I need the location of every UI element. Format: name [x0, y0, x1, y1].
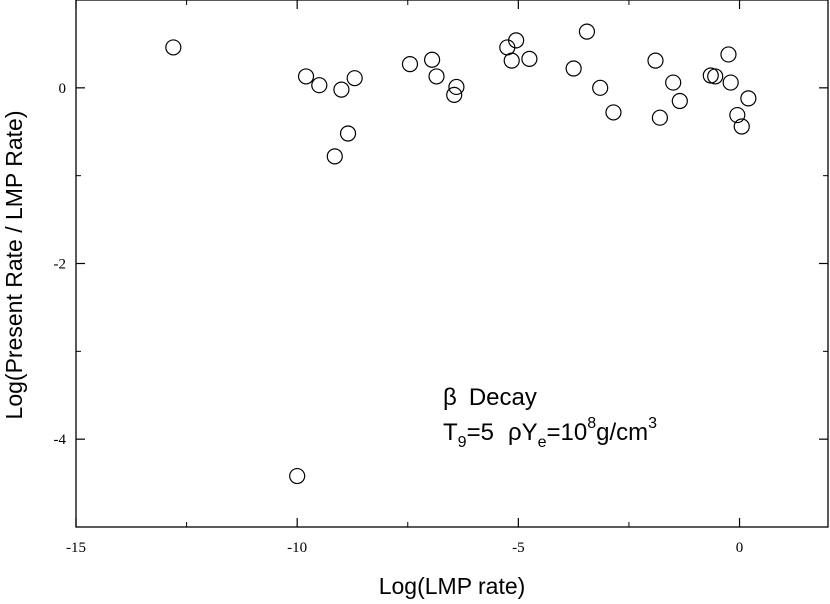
data-point — [578, 23, 596, 40]
data-point — [521, 50, 538, 67]
x-tick-label: -10 — [287, 540, 307, 556]
x-tick-label: -15 — [66, 540, 86, 556]
annotation-exp-8: 8 — [587, 415, 596, 432]
annotation-decay: Decay — [469, 384, 537, 411]
data-point — [565, 60, 582, 77]
data-point — [592, 79, 609, 96]
data-point — [401, 56, 419, 73]
annotation-T-val: =5 — [467, 419, 494, 446]
annotation: β Decay T9=5 ρYe=108g/cm3 — [443, 384, 657, 451]
data-point — [503, 52, 520, 69]
data-point — [740, 90, 757, 107]
data-point — [339, 125, 357, 142]
data-point — [423, 51, 441, 68]
annotation-Y: Y — [522, 419, 538, 446]
data-point — [508, 32, 525, 49]
data-point — [289, 467, 306, 485]
x-tick-label: -5 — [512, 540, 525, 556]
data-point — [665, 74, 682, 91]
annotation-rho: ρ — [508, 419, 522, 446]
data-point — [326, 148, 343, 165]
data-point — [297, 68, 315, 85]
x-axis-title: Log(LMP rate) — [379, 573, 526, 599]
data-point — [346, 70, 363, 87]
y-tick-label: -2 — [54, 257, 67, 273]
data-point — [448, 78, 465, 96]
data-point — [722, 74, 739, 91]
data-point — [707, 68, 724, 85]
annotation-T-sub: 9 — [458, 434, 467, 451]
points-layer — [165, 23, 757, 485]
data-point — [605, 104, 622, 121]
y-axis-title: Log(Present Rate / LMP Rate) — [1, 111, 27, 420]
annotation-T: T — [443, 419, 458, 446]
annotation-beta: β — [443, 384, 457, 411]
data-point — [446, 86, 463, 103]
annotation-eq-ten: =10 — [547, 419, 588, 446]
data-point — [165, 39, 182, 56]
annotation-line-2: T9=5 ρYe=108g/cm3 — [443, 415, 657, 451]
data-point — [720, 46, 737, 63]
data-point — [671, 92, 688, 110]
annotation-units: g/cm — [596, 419, 648, 446]
x-tick-label: 0 — [736, 540, 744, 556]
data-point — [311, 77, 328, 94]
annotation-Y-sub: e — [538, 434, 547, 451]
data-point — [729, 106, 746, 124]
plot-frame — [75, 0, 829, 528]
data-point — [333, 81, 350, 98]
annotation-exp-3: 3 — [648, 415, 657, 432]
annotation-line-1: β Decay — [443, 384, 537, 411]
y-tick-label: -4 — [54, 432, 67, 448]
data-point — [647, 52, 664, 69]
data-point — [733, 118, 750, 135]
ticks-layer: -15 -10 -5 0 -4 -2 0 — [54, 0, 828, 556]
data-point — [428, 68, 445, 85]
data-point — [651, 109, 669, 126]
y-tick-label: 0 — [59, 81, 67, 97]
